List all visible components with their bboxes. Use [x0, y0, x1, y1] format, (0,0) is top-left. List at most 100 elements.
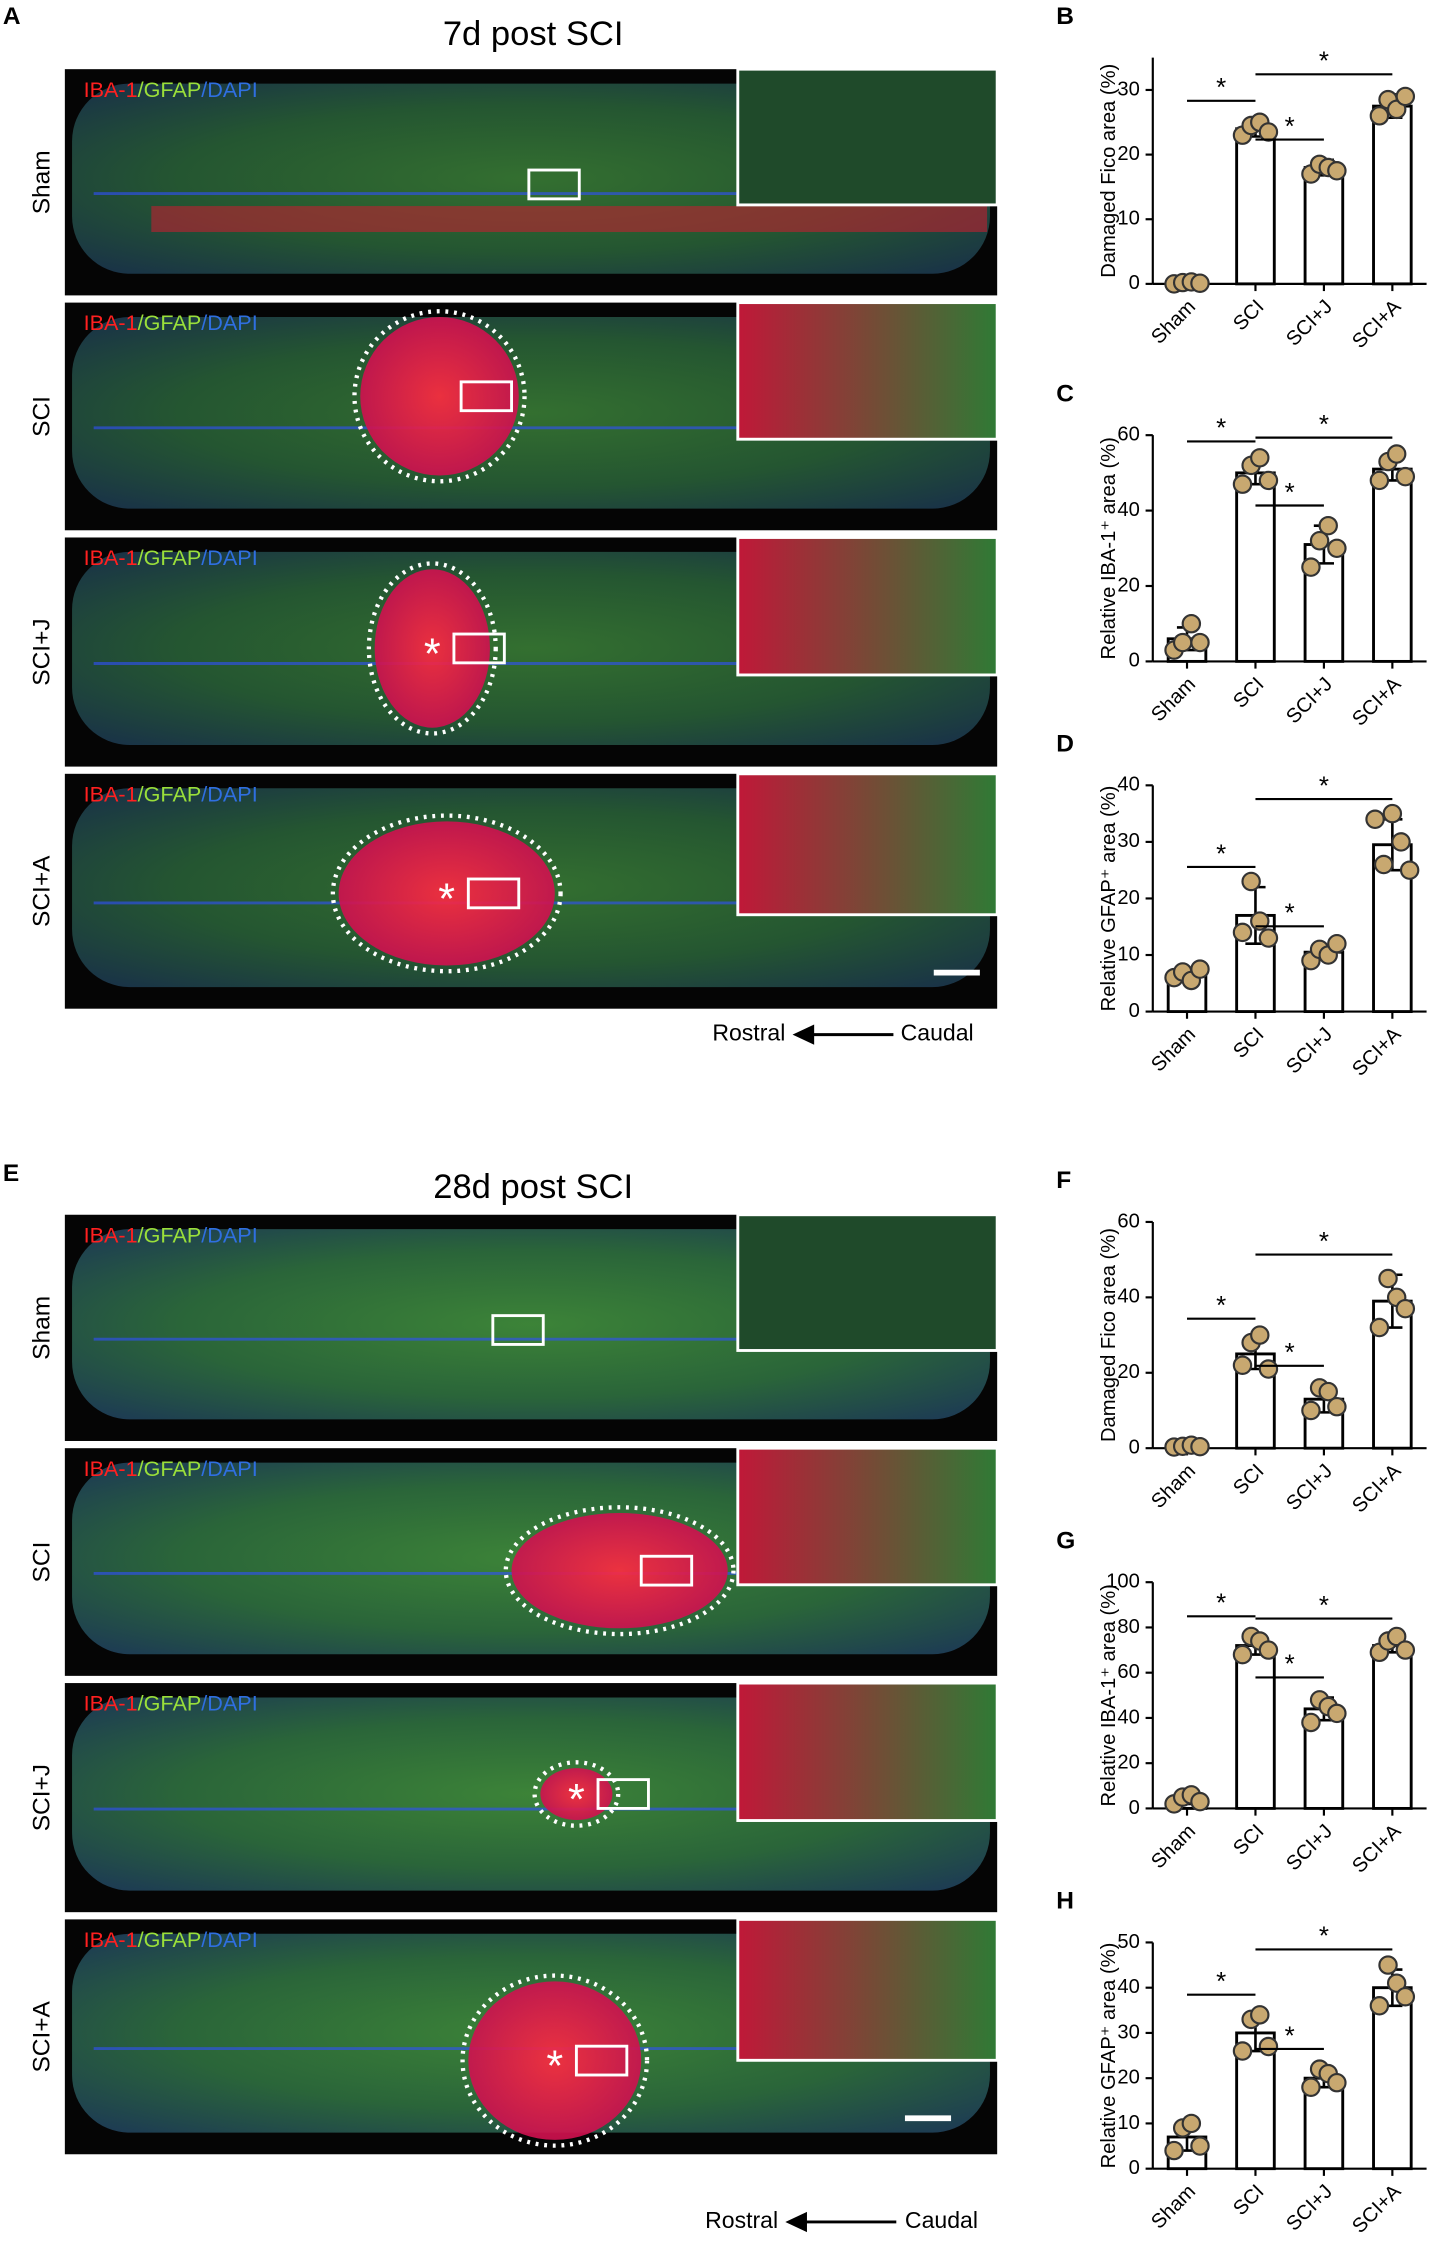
data-point: [1373, 854, 1394, 875]
y-tick-label: 50: [1117, 1931, 1139, 1953]
data-point: [1232, 1644, 1253, 1665]
data-point: [1258, 470, 1279, 491]
y-axis-label: Damaged Fico area (%): [1098, 1228, 1120, 1442]
x-tick-label: SCI+J: [1282, 1023, 1337, 1078]
stain-0: IBA-1: [84, 1222, 138, 1247]
row-label: SCI: [29, 1542, 56, 1583]
data-point: [1190, 273, 1210, 293]
sig-label: *: [1319, 411, 1329, 439]
y-tick-label: 20: [1117, 143, 1139, 165]
data-point: [1365, 809, 1385, 829]
inset: [736, 1213, 999, 1352]
sig-label: *: [1285, 2022, 1295, 2050]
row-label: SCI+A: [29, 2000, 56, 2072]
data-point: [1301, 1400, 1321, 1421]
stain-label: IBA-1/GFAP/DAPI: [84, 545, 258, 570]
stain-1: /GFAP: [138, 1690, 202, 1715]
data-point: [1232, 474, 1253, 494]
inset: [736, 536, 999, 677]
data-point: [1258, 1359, 1279, 1379]
row-label: Sham: [29, 150, 56, 214]
data-point: [1309, 531, 1330, 551]
x-tick-label: SCI: [1229, 1460, 1268, 1499]
x-tick-label: SCI: [1229, 296, 1268, 335]
lesion: [468, 1981, 642, 2140]
stain-0: IBA-1: [84, 781, 138, 806]
row-label: SCI+A: [29, 855, 56, 927]
sig-label: *: [1319, 1923, 1329, 1951]
bar: [1372, 467, 1413, 663]
sig-label: *: [1285, 479, 1295, 507]
x-tick-label: SCI+A: [1348, 1820, 1406, 1878]
stain-label: IBA-1/GFAP/DAPI: [84, 1222, 258, 1247]
x-tick-label: SCI: [1229, 1820, 1268, 1859]
stain-2: /DAPI: [201, 545, 257, 570]
sig-label: *: [1216, 1292, 1226, 1320]
panel-letter: G: [1056, 1527, 1075, 1554]
x-tick-label: SCI+A: [1348, 673, 1406, 731]
stain-2: /DAPI: [201, 1927, 257, 1952]
data-point: [1369, 1996, 1390, 2016]
data-point: [1241, 871, 1261, 892]
x-tick-label: SCI+A: [1348, 2180, 1406, 2238]
x-tick-label: SCI+J: [1282, 296, 1337, 351]
roi-box: [639, 1554, 694, 1587]
inset: [736, 772, 999, 917]
data-point: [1395, 1298, 1416, 1319]
data-point: [1327, 538, 1347, 559]
roi-box: [459, 380, 513, 413]
x-tick-label: SCI: [1229, 1023, 1268, 1062]
y-tick-label: 20: [1117, 2067, 1139, 2089]
y-tick-label: 10: [1117, 2112, 1139, 2134]
stain-2: /DAPI: [201, 781, 257, 806]
lesion-mark: *: [424, 631, 441, 679]
bar: [1235, 127, 1276, 286]
stain-1: /GFAP: [138, 76, 202, 101]
stain-2: /DAPI: [201, 1456, 257, 1481]
lesion-outline: [460, 1973, 650, 2148]
roi-box: [466, 877, 521, 910]
stain-2: /DAPI: [201, 1222, 257, 1247]
row-label: Sham: [29, 1296, 56, 1360]
lesion-mark: *: [438, 875, 455, 923]
y-tick-label: 0: [1129, 1797, 1140, 1819]
data-point: [1190, 959, 1210, 979]
panel-letter: B: [1056, 3, 1074, 30]
inset: [736, 1917, 999, 2062]
panel-letter: C: [1056, 380, 1074, 407]
data-point: [1327, 161, 1347, 181]
sig-label: *: [1285, 1339, 1295, 1367]
y-tick-label: 80: [1117, 1616, 1139, 1638]
y-axis-label: Relative IBA-1⁺ area (%): [1098, 1584, 1120, 1806]
data-point: [1318, 515, 1338, 536]
data-point: [1172, 632, 1193, 653]
section-title: 28d post SCI: [433, 1168, 633, 1206]
stain-label: IBA-1/GFAP/DAPI: [84, 76, 258, 101]
stain-0: IBA-1: [84, 310, 138, 335]
data-point: [1181, 613, 1202, 634]
y-tick-label: 0: [1129, 272, 1140, 294]
panel-letter: E: [3, 1160, 19, 1187]
x-tick-label: Sham: [1147, 2181, 1200, 2234]
roi-box: [452, 632, 506, 665]
y-tick-label: 30: [1117, 78, 1139, 100]
x-tick-label: SCI+A: [1348, 1023, 1406, 1081]
lesion-outline: [503, 1505, 736, 1637]
sig-label: *: [1216, 840, 1226, 868]
y-tick-label: 40: [1117, 499, 1139, 521]
y-tick-label: 20: [1117, 574, 1139, 596]
bar: [1235, 1644, 1276, 1810]
y-tick-label: 40: [1117, 1286, 1139, 1308]
data-point: [1395, 86, 1416, 107]
y-tick-label: 40: [1117, 774, 1139, 796]
data-point: [1386, 1973, 1407, 1993]
data-point: [1327, 1703, 1347, 1724]
y-tick-label: 20: [1117, 887, 1139, 909]
data-point: [1399, 860, 1420, 880]
y-tick-label: 30: [1117, 830, 1139, 852]
x-tick-label: SCI+A: [1348, 295, 1406, 353]
y-tick-label: 60: [1117, 1210, 1139, 1232]
lesion: [374, 569, 490, 728]
arrow-head: [792, 1024, 815, 1045]
red-band: [151, 206, 988, 232]
